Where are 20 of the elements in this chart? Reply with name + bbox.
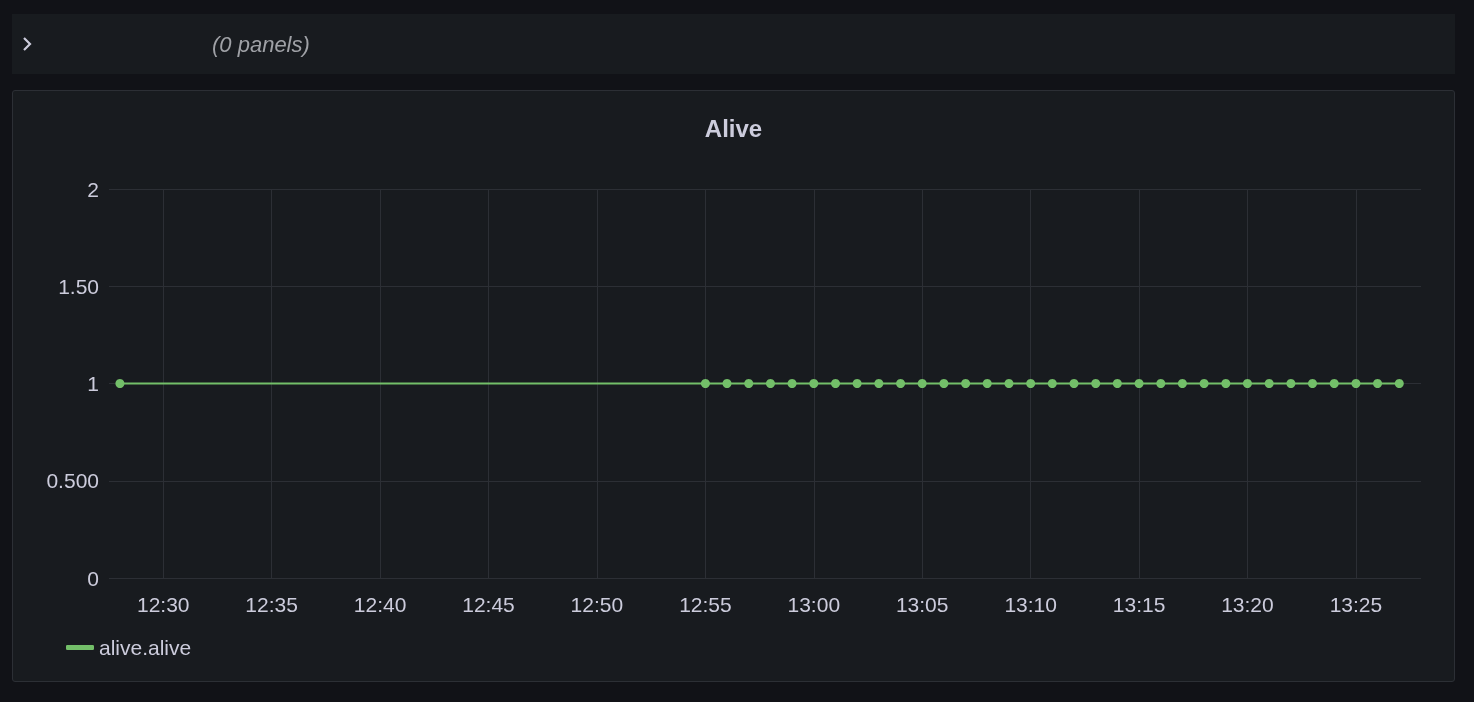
x-tick-label: 13:15 (1112, 593, 1166, 616)
y-tick-label: 0 (87, 566, 99, 590)
y-tick-label: 1.50 (58, 274, 99, 298)
y-tick-label: 2 (87, 177, 99, 201)
x-tick-label: 12:45 (462, 593, 515, 616)
x-tick-label: 13:05 (895, 593, 949, 616)
chart-title: Alive (704, 114, 763, 142)
x-tick-label: 13:10 (1004, 593, 1057, 616)
x-tick-label: 12:40 (353, 593, 407, 616)
x-tick-label: 13:20 (1221, 593, 1274, 616)
y-tick-label: 0.500 (46, 469, 99, 493)
y-tick-label: 1 (87, 372, 99, 395)
x-tick-label: 13:25 (1329, 593, 1383, 616)
text: (0 panels) (212, 32, 310, 58)
x-tick-label: 12:50 (570, 593, 624, 616)
x-tick-label: 12:30 (136, 593, 190, 616)
x-tick-label: 13:00 (787, 593, 841, 616)
legend-label: alive.alive (99, 636, 192, 659)
x-tick-label: 12:55 (679, 593, 732, 616)
x-tick-label: 12:35 (245, 593, 298, 616)
